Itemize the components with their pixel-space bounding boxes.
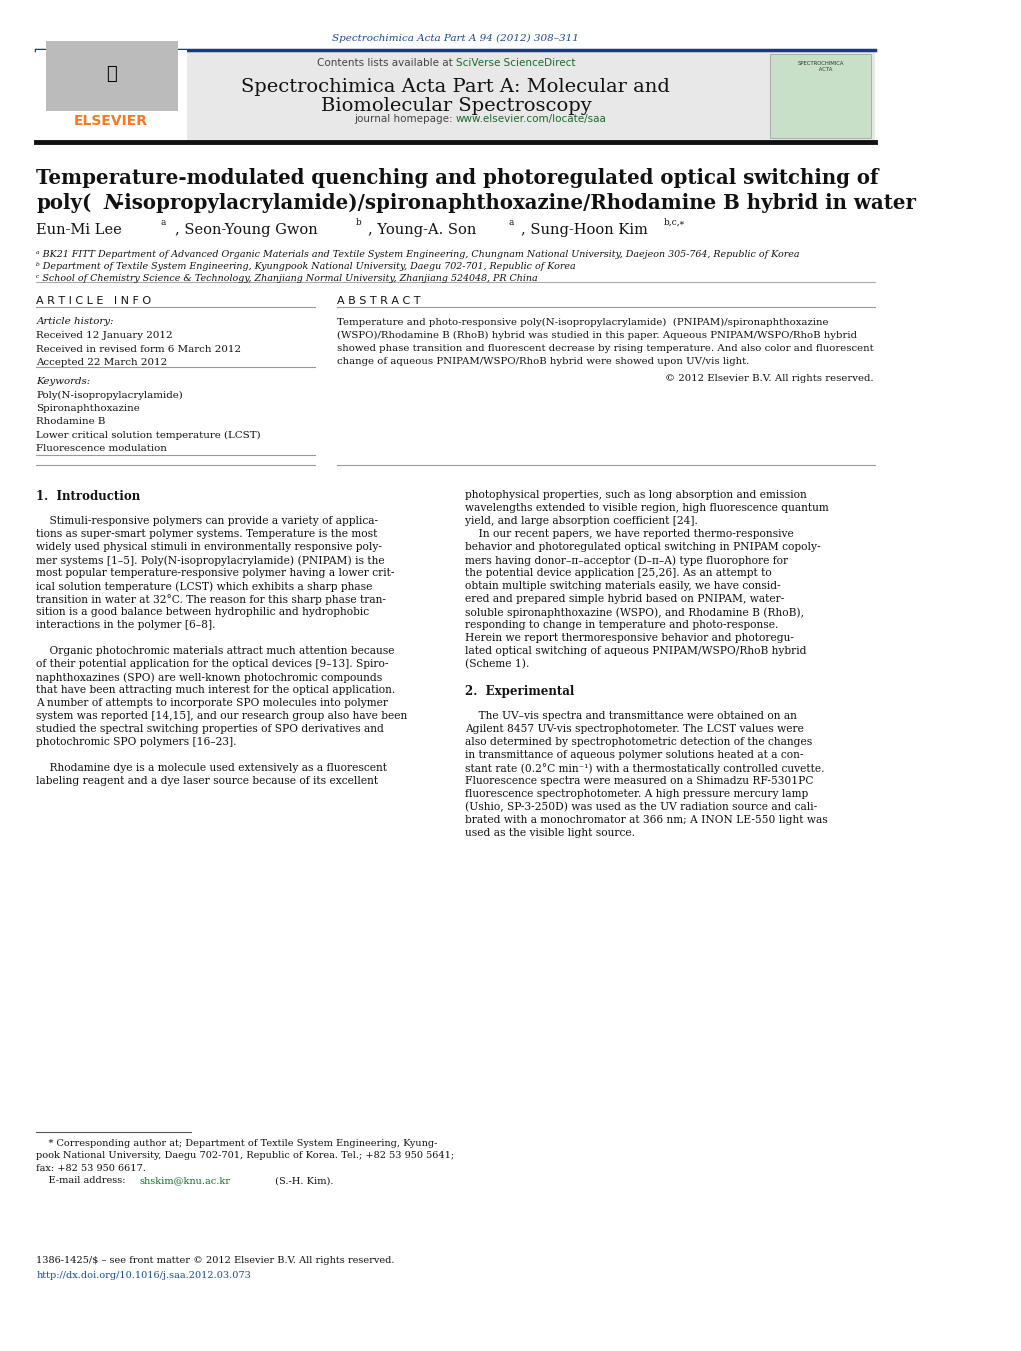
Text: A number of attempts to incorporate SPO molecules into polymer: A number of attempts to incorporate SPO …: [37, 698, 388, 708]
Text: Rhodamine dye is a molecule used extensively as a fluorescent: Rhodamine dye is a molecule used extensi…: [37, 763, 388, 773]
Text: , Seon-Young Gwon: , Seon-Young Gwon: [175, 223, 318, 236]
Text: E-mail address:: E-mail address:: [37, 1177, 129, 1185]
Text: transition in water at 32°C. The reason for this sharp phase tran-: transition in water at 32°C. The reason …: [37, 594, 387, 605]
Text: system was reported [14,15], and our research group also have been: system was reported [14,15], and our res…: [37, 711, 407, 721]
Text: mers having donor–π–acceptor (D–π–A) type fluorophore for: mers having donor–π–acceptor (D–π–A) typ…: [465, 555, 788, 566]
Text: shskim@knu.ac.kr: shskim@knu.ac.kr: [140, 1177, 231, 1185]
Text: http://dx.doi.org/10.1016/j.saa.2012.03.073: http://dx.doi.org/10.1016/j.saa.2012.03.…: [37, 1271, 251, 1281]
Text: Rhodamine B: Rhodamine B: [37, 417, 106, 427]
Text: ᵃ BK21 FITT Department of Advanced Organic Materials and Textile System Engineer: ᵃ BK21 FITT Department of Advanced Organ…: [37, 250, 800, 259]
Text: lated optical switching of aqueous PNIPAM/WSPO/RhoB hybrid: lated optical switching of aqueous PNIPA…: [465, 646, 807, 657]
Text: www.elsevier.com/locate/saa: www.elsevier.com/locate/saa: [456, 115, 606, 124]
Text: that have been attracting much interest for the optical application.: that have been attracting much interest …: [37, 685, 396, 694]
Bar: [46, 41, 178, 111]
Text: interactions in the polymer [6–8].: interactions in the polymer [6–8].: [37, 620, 216, 630]
Text: fax: +82 53 950 6617.: fax: +82 53 950 6617.: [37, 1163, 146, 1173]
Text: yield, and large absorption coefficient [24].: yield, and large absorption coefficient …: [465, 516, 698, 527]
Text: Article history:: Article history:: [37, 317, 114, 327]
Text: (Scheme 1).: (Scheme 1).: [465, 659, 529, 669]
Text: Accepted 22 March 2012: Accepted 22 March 2012: [37, 358, 167, 367]
Text: responding to change in temperature and photo-response.: responding to change in temperature and …: [465, 620, 778, 630]
Text: ELSEVIER: ELSEVIER: [75, 115, 148, 128]
Text: also determined by spectrophotometric detection of the changes: also determined by spectrophotometric de…: [465, 736, 813, 747]
Text: b: b: [355, 218, 361, 227]
Text: © 2012 Elsevier B.V. All rights reserved.: © 2012 Elsevier B.V. All rights reserved…: [665, 374, 874, 384]
Text: 2.  Experimental: 2. Experimental: [465, 685, 574, 698]
Text: mer systems [1–5]. Poly(N-isopropylacrylamide) (PNIPAM) is the: mer systems [1–5]. Poly(N-isopropylacryl…: [37, 555, 385, 566]
Text: widely used physical stimuli in environmentally responsive poly-: widely used physical stimuli in environm…: [37, 542, 383, 553]
Text: stant rate (0.2°C min⁻¹) with a thermostatically controlled cuvette.: stant rate (0.2°C min⁻¹) with a thermost…: [465, 763, 825, 774]
Text: showed phase transition and fluorescent decrease by rising temperature. And also: showed phase transition and fluorescent …: [337, 345, 874, 353]
Text: in transmittance of aqueous polymer solutions heated at a con-: in transmittance of aqueous polymer solu…: [465, 750, 804, 759]
Text: sition is a good balance between hydrophilic and hydrophobic: sition is a good balance between hydroph…: [37, 607, 370, 617]
Text: Temperature-modulated quenching and photoregulated optical switching of: Temperature-modulated quenching and phot…: [37, 168, 879, 188]
Text: 1.  Introduction: 1. Introduction: [37, 490, 141, 504]
Text: Organic photochromic materials attract much attention because: Organic photochromic materials attract m…: [37, 646, 395, 657]
Text: Agilent 8457 UV-vis spectrophotometer. The LCST values were: Agilent 8457 UV-vis spectrophotometer. T…: [465, 724, 804, 734]
Text: Biomolecular Spectroscopy: Biomolecular Spectroscopy: [321, 97, 591, 115]
Text: Received in revised form 6 March 2012: Received in revised form 6 March 2012: [37, 345, 242, 354]
Text: wavelengths extended to visible region, high fluorescence quantum: wavelengths extended to visible region, …: [465, 504, 829, 513]
Text: Poly(N-isopropylacrylamide): Poly(N-isopropylacrylamide): [37, 390, 183, 400]
Text: SPECTROCHIMICA
      ACTA: SPECTROCHIMICA ACTA: [797, 61, 843, 72]
Text: used as the visible light source.: used as the visible light source.: [465, 828, 635, 838]
Text: (WSPO)/Rhodamine B (RhoB) hybrid was studied in this paper. Aqueous PNIPAM/WSPO/: (WSPO)/Rhodamine B (RhoB) hybrid was stu…: [337, 331, 858, 340]
Text: A R T I C L E   I N F O: A R T I C L E I N F O: [37, 296, 151, 305]
Text: Received 12 January 2012: Received 12 January 2012: [37, 331, 174, 340]
Text: brated with a monochromator at 366 nm; A INON LE-550 light was: brated with a monochromator at 366 nm; A…: [465, 815, 828, 824]
Text: Spectrochimica Acta Part A 94 (2012) 308–311: Spectrochimica Acta Part A 94 (2012) 308…: [333, 34, 579, 43]
Text: change of aqueous PNIPAM/WSPO/RhoB hybrid were showed upon UV/vis light.: change of aqueous PNIPAM/WSPO/RhoB hybri…: [337, 357, 749, 366]
Text: Lower critical solution temperature (LCST): Lower critical solution temperature (LCS…: [37, 431, 261, 440]
Text: ical solution temperature (LCST) which exhibits a sharp phase: ical solution temperature (LCST) which e…: [37, 581, 373, 592]
Text: Temperature and photo-responsive poly(N-isopropylacrylamide)  (PNIPAM)/spironaph: Temperature and photo-responsive poly(N-…: [337, 317, 829, 327]
Text: most popular temperature-responsive polymer having a lower crit-: most popular temperature-responsive poly…: [37, 569, 395, 578]
Text: Spectrochimica Acta Part A: Molecular and: Spectrochimica Acta Part A: Molecular an…: [241, 78, 671, 96]
Text: (S.-H. Kim).: (S.-H. Kim).: [272, 1177, 333, 1185]
Text: 1386-1425/$ – see front matter © 2012 Elsevier B.V. All rights reserved.: 1386-1425/$ – see front matter © 2012 El…: [37, 1256, 395, 1266]
Text: tions as super-smart polymer systems. Temperature is the most: tions as super-smart polymer systems. Te…: [37, 530, 378, 539]
Text: Contents lists available at: Contents lists available at: [317, 58, 456, 68]
Text: N: N: [104, 193, 121, 213]
Text: In our recent papers, we have reported thermo-responsive: In our recent papers, we have reported t…: [465, 530, 793, 539]
Text: behavior and photoregulated optical switching in PNIPAM copoly-: behavior and photoregulated optical swit…: [465, 542, 821, 553]
Text: 🌳: 🌳: [106, 65, 116, 84]
Text: of their potential application for the optical devices [9–13]. Spiro-: of their potential application for the o…: [37, 659, 389, 669]
Text: the potential device application [25,26]. As an attempt to: the potential device application [25,26]…: [465, 569, 772, 578]
Text: Fluorescence modulation: Fluorescence modulation: [37, 444, 167, 454]
Text: fluorescence spectrophotometer. A high pressure mercury lamp: fluorescence spectrophotometer. A high p…: [465, 789, 809, 798]
Text: SciVerse ScienceDirect: SciVerse ScienceDirect: [456, 58, 576, 68]
Text: studied the spectral switching properties of SPO derivatives and: studied the spectral switching propertie…: [37, 724, 384, 734]
Text: soluble spironaphthoxazine (WSPO), and Rhodamine B (RhoB),: soluble spironaphthoxazine (WSPO), and R…: [465, 607, 804, 617]
Text: Stimuli-responsive polymers can provide a variety of applica-: Stimuli-responsive polymers can provide …: [37, 516, 379, 527]
Text: Herein we report thermoresponsive behavior and photoregu-: Herein we report thermoresponsive behavi…: [465, 634, 794, 643]
Text: obtain multiple switching materials easily, we have consid-: obtain multiple switching materials easi…: [465, 581, 781, 592]
Text: pook National University, Daegu 702-701, Republic of Korea. Tel.; +82 53 950 564: pook National University, Daegu 702-701,…: [37, 1151, 454, 1161]
Bar: [771, 54, 871, 138]
Text: Keywords:: Keywords:: [37, 377, 91, 386]
Text: a: a: [508, 218, 515, 227]
Text: b,c,⁎: b,c,⁎: [664, 218, 685, 227]
Text: ᵇ Department of Textile System Engineering, Kyungpook National University, Daegu: ᵇ Department of Textile System Engineeri…: [37, 262, 576, 272]
Text: Spironaphthoxazine: Spironaphthoxazine: [37, 404, 140, 413]
Text: (Ushio, SP-3-250D) was used as the UV radiation source and cali-: (Ushio, SP-3-250D) was used as the UV ra…: [465, 801, 817, 812]
Text: poly(: poly(: [37, 193, 92, 213]
Text: a: a: [160, 218, 165, 227]
Text: naphthoxazines (SPO) are well-known photochromic compounds: naphthoxazines (SPO) are well-known phot…: [37, 671, 383, 682]
Text: ᶜ School of Chemistry Science & Technology, Zhanjiang Normal University, Zhanjia: ᶜ School of Chemistry Science & Technolo…: [37, 274, 538, 284]
Text: ered and prepared simple hybrid based on PNIPAM, water-: ered and prepared simple hybrid based on…: [465, 594, 784, 604]
Text: * Corresponding author at; Department of Textile System Engineering, Kyung-: * Corresponding author at; Department of…: [37, 1139, 438, 1148]
Text: Fluorescence spectra were measured on a Shimadzu RF-5301PC: Fluorescence spectra were measured on a …: [465, 775, 814, 786]
Text: , Sung-Hoon Kim: , Sung-Hoon Kim: [521, 223, 647, 236]
Text: labeling reagent and a dye laser source because of its excellent: labeling reagent and a dye laser source …: [37, 775, 379, 786]
Text: photophysical properties, such as long absorption and emission: photophysical properties, such as long a…: [465, 490, 807, 500]
Bar: [37, 50, 187, 142]
Text: journal homepage:: journal homepage:: [354, 115, 456, 124]
Text: -isopropylacrylamide)/spironaphthoxazine/Rhodamine B hybrid in water: -isopropylacrylamide)/spironaphthoxazine…: [115, 193, 916, 213]
Bar: [37, 50, 875, 142]
Text: Eun-Mi Lee: Eun-Mi Lee: [37, 223, 123, 236]
Text: photochromic SPO polymers [16–23].: photochromic SPO polymers [16–23].: [37, 736, 237, 747]
Text: , Young-A. Son: , Young-A. Son: [369, 223, 477, 236]
Text: A B S T R A C T: A B S T R A C T: [337, 296, 421, 305]
Text: The UV–vis spectra and transmittance were obtained on an: The UV–vis spectra and transmittance wer…: [465, 711, 796, 721]
